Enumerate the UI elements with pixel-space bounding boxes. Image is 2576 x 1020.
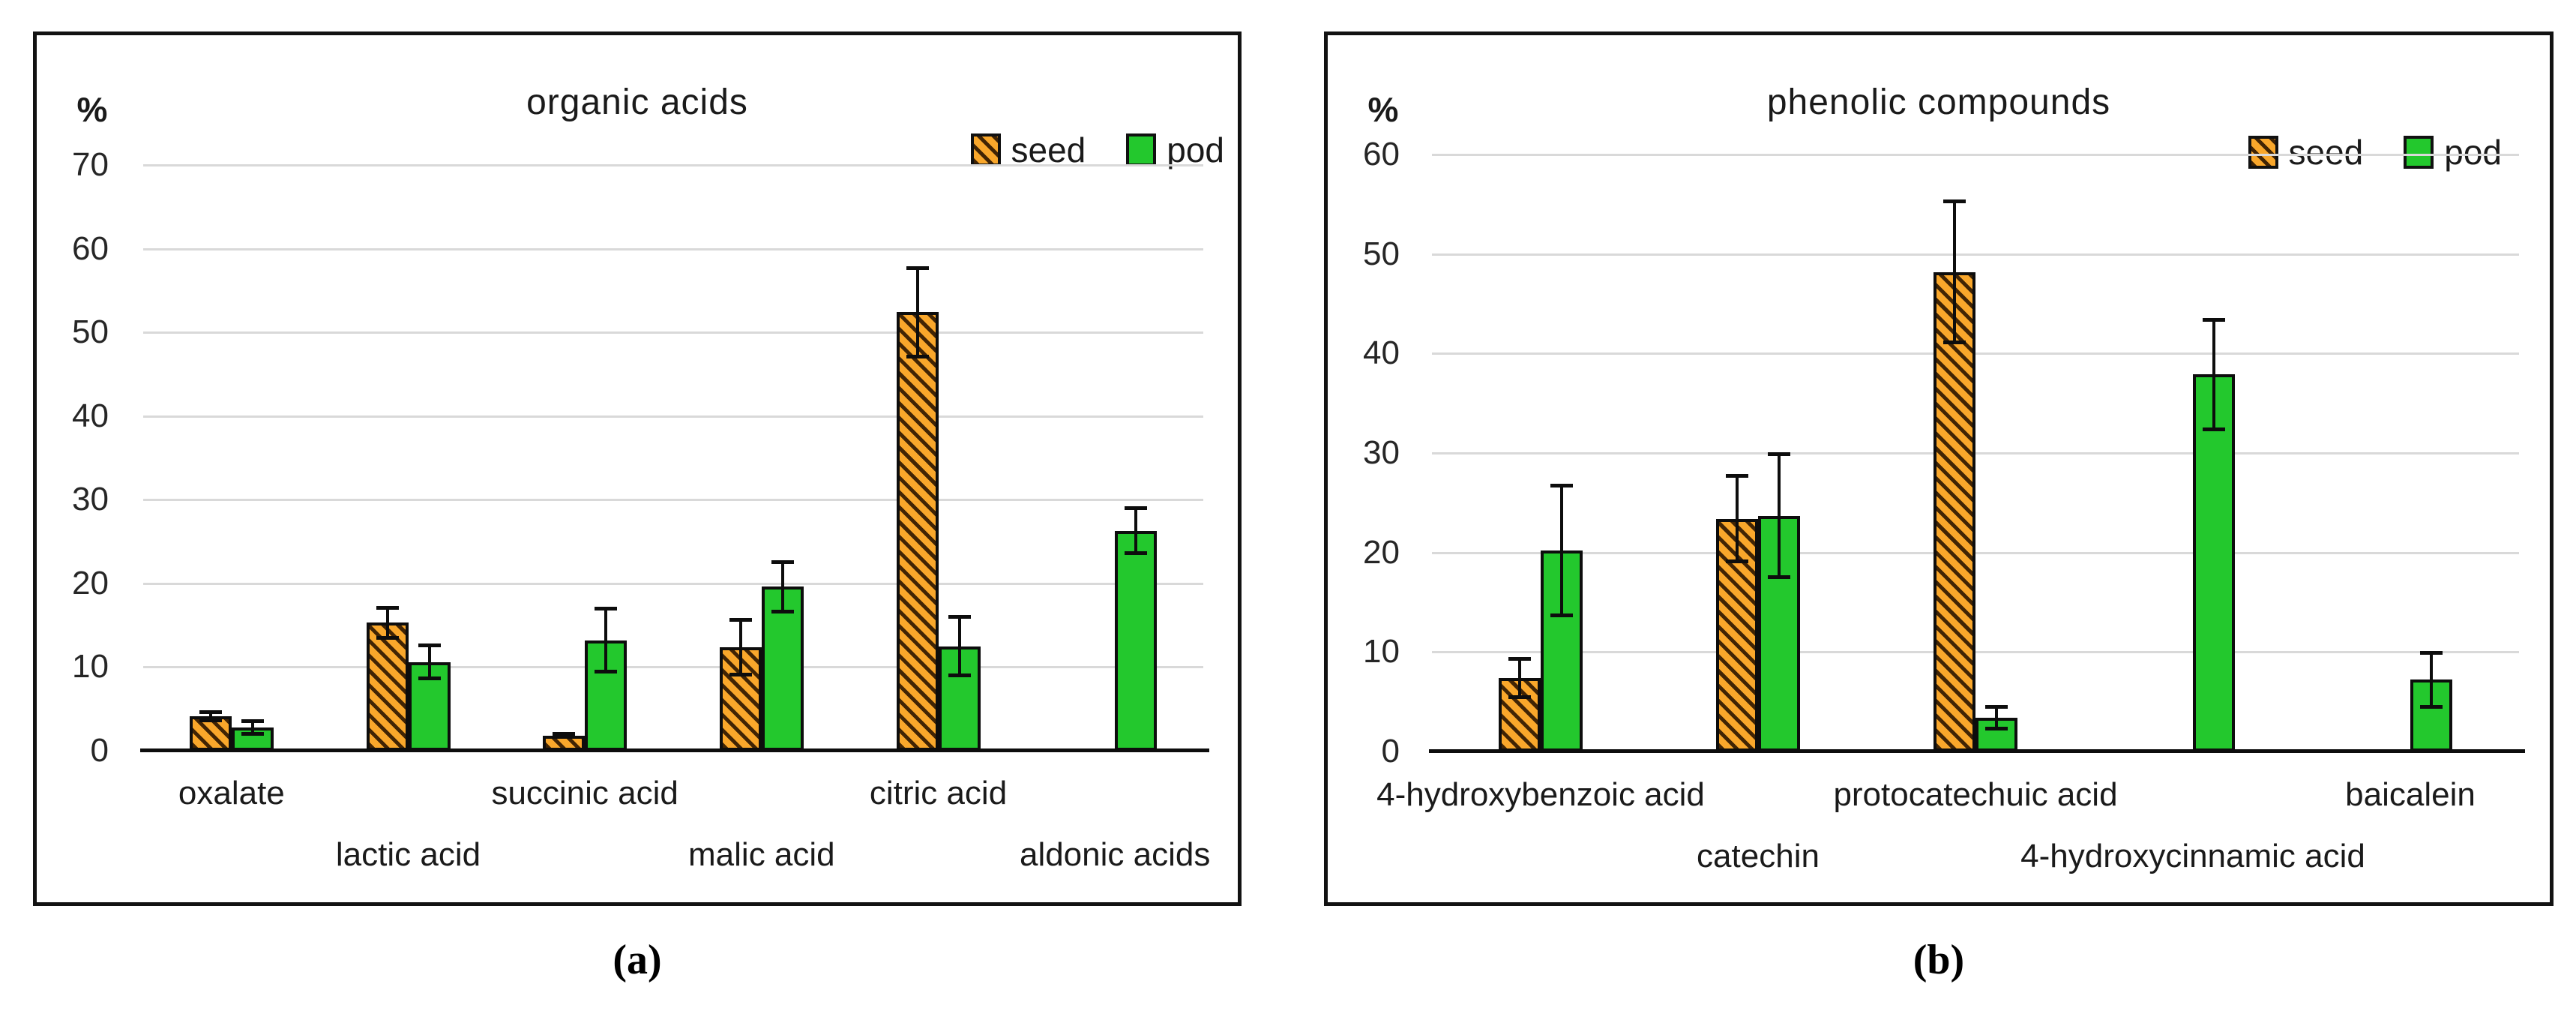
legend-swatch-seed bbox=[2248, 136, 2278, 169]
chart-title: phenolic compounds bbox=[1766, 82, 2111, 122]
y-tick-label: 50 bbox=[72, 314, 109, 351]
chart-panel-a: % organic acids seed pod 0 10 20 30 40 50 60 70… bbox=[33, 32, 1242, 906]
chart-title: organic acids bbox=[526, 82, 748, 122]
gridline bbox=[1432, 154, 2519, 156]
legend-swatch-pod bbox=[1126, 134, 1157, 166]
error-bar-seed-1 bbox=[1508, 656, 1531, 699]
error-bar-pod-4 bbox=[771, 560, 794, 614]
plot-area bbox=[140, 164, 1209, 752]
y-tick-label: 60 bbox=[1363, 136, 1400, 172]
x-axis-line bbox=[140, 748, 1209, 752]
error-bar-seed-5 bbox=[906, 266, 929, 358]
gridline bbox=[1432, 651, 2519, 654]
gridline bbox=[143, 666, 1203, 669]
category-label: catechin bbox=[1697, 838, 1820, 874]
bar-pod-4 bbox=[761, 586, 804, 751]
legend-label-pod: pod bbox=[2444, 133, 2502, 172]
gridline bbox=[1432, 551, 2519, 554]
error-bar-seed-2 bbox=[376, 605, 399, 640]
bar-seed-3 bbox=[1933, 272, 1975, 752]
category-label: succinic acid bbox=[491, 775, 678, 812]
gridline bbox=[1432, 352, 2519, 356]
y-tick-label: 20 bbox=[72, 564, 109, 602]
y-axis-unit-label: % bbox=[76, 90, 108, 129]
error-bar-seed-3 bbox=[553, 732, 576, 740]
bar-pod-2 bbox=[408, 662, 451, 751]
y-tick-label: 0 bbox=[1381, 733, 1400, 770]
gridline bbox=[143, 332, 1203, 334]
y-tick-label: 10 bbox=[72, 648, 109, 686]
error-bar-seed-2 bbox=[1726, 473, 1748, 564]
category-label: oxalate bbox=[178, 775, 285, 812]
x-axis-line bbox=[1429, 749, 2525, 753]
legend-swatch-seed bbox=[970, 134, 1001, 166]
error-bar-seed-1 bbox=[199, 710, 222, 723]
legend-label-seed: seed bbox=[1011, 130, 1086, 170]
category-label: malic acid bbox=[688, 836, 835, 873]
plot-area bbox=[1429, 154, 2525, 753]
bar-pod-4 bbox=[2193, 374, 2235, 752]
bar-seed-4 bbox=[719, 646, 762, 751]
y-tick-label: 0 bbox=[90, 732, 109, 769]
legend-swatch-pod bbox=[2404, 136, 2434, 169]
y-tick-label: 70 bbox=[72, 146, 109, 183]
gridline bbox=[143, 415, 1203, 418]
category-label: baicalein bbox=[2345, 776, 2476, 813]
caption-a: (a) bbox=[613, 937, 662, 983]
error-bar-pod-2 bbox=[1768, 452, 1790, 580]
category-label: citric acid bbox=[869, 775, 1008, 812]
bar-seed-2 bbox=[366, 622, 409, 751]
y-tick-label: 50 bbox=[1363, 235, 1400, 272]
category-label: 4-hydroxybenzoic acid bbox=[1376, 776, 1705, 813]
chart-panel-b: % phenolic compounds seed pod 0 10 20 30 40 5… bbox=[1324, 32, 2554, 906]
category-label: lactic acid bbox=[335, 836, 481, 873]
legend: seed pod bbox=[2248, 132, 2502, 172]
category-label: 4-hydroxycinnamic acid bbox=[2020, 838, 2365, 874]
error-bar-pod-3 bbox=[1985, 704, 2008, 731]
bar-seed-5 bbox=[896, 312, 939, 751]
error-bar-pod-1 bbox=[241, 718, 264, 736]
error-bar-seed-3 bbox=[1943, 199, 1966, 345]
error-bar-pod-5 bbox=[2420, 651, 2443, 709]
legend-label-seed: seed bbox=[2288, 133, 2364, 172]
error-bar-pod-1 bbox=[1550, 484, 1573, 617]
error-bar-pod-4 bbox=[2203, 317, 2225, 431]
caption-b: (b) bbox=[1913, 937, 1965, 983]
y-tick-label: 20 bbox=[1363, 533, 1400, 571]
gridline bbox=[143, 499, 1203, 502]
y-tick-label: 30 bbox=[72, 481, 109, 518]
error-bar-pod-3 bbox=[595, 607, 618, 674]
gridline bbox=[143, 248, 1203, 250]
error-bar-seed-4 bbox=[729, 617, 752, 676]
gridline bbox=[1432, 253, 2519, 256]
y-tick-label: 60 bbox=[72, 230, 109, 267]
error-bar-pod-6 bbox=[1125, 506, 1148, 555]
y-tick-label: 30 bbox=[1363, 434, 1400, 471]
y-tick-label: 40 bbox=[1363, 334, 1400, 372]
error-bar-pod-2 bbox=[418, 644, 441, 681]
bar-pod-6 bbox=[1115, 530, 1158, 751]
error-bar-pod-5 bbox=[948, 615, 971, 677]
y-tick-label: 10 bbox=[1363, 633, 1400, 670]
category-label: protocatechuic acid bbox=[1833, 776, 2118, 813]
gridline bbox=[1432, 452, 2519, 454]
gridline bbox=[143, 582, 1203, 585]
category-label: aldonic acids bbox=[1019, 836, 1211, 873]
gridline bbox=[143, 164, 1203, 166]
y-tick-label: 40 bbox=[72, 397, 109, 434]
legend-label-pod: pod bbox=[1167, 130, 1224, 170]
y-axis-unit-label: % bbox=[1367, 90, 1399, 129]
